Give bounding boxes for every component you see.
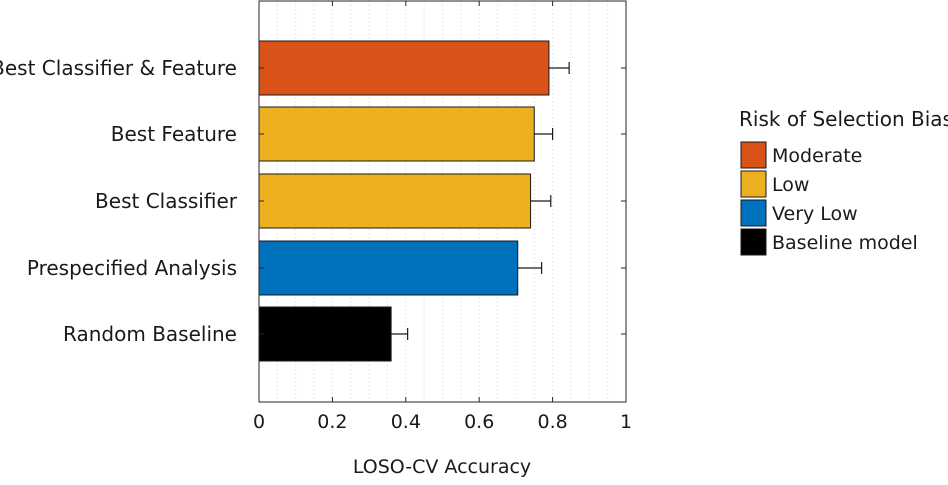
x-tick-label: 0.4 xyxy=(391,411,421,433)
category-label: Best Classifier & Feature xyxy=(0,56,237,80)
category-label: Random Baseline xyxy=(63,322,237,346)
legend-swatch xyxy=(740,170,767,198)
x-tick-label: 0.6 xyxy=(464,411,494,433)
category-label: Best Classifier xyxy=(95,189,238,213)
x-tick-label: 1 xyxy=(620,411,632,433)
legend-label: Low xyxy=(772,174,809,196)
legend-label: Moderate xyxy=(772,145,862,167)
legend-title: Risk of Selection Bias xyxy=(739,107,948,131)
x-tick-labels: 0 0.2 0.4 0.6 0.8 1 xyxy=(253,411,632,433)
error-bars-layer xyxy=(391,62,570,340)
legend: Risk of Selection Bias Moderate Low Very L… xyxy=(739,107,948,256)
x-axis-title: LOSO-CV Accuracy xyxy=(353,456,531,478)
legend-swatch xyxy=(740,141,767,169)
ticks-layer xyxy=(258,1,627,402)
x-tick-label: 0 xyxy=(253,411,265,433)
bar xyxy=(258,240,519,296)
category-label: Best Feature xyxy=(111,122,237,146)
legend-swatch xyxy=(740,228,767,256)
x-tick-label: 0.2 xyxy=(317,411,347,433)
bar xyxy=(258,40,550,96)
legend-label: Baseline model xyxy=(772,232,918,254)
legend-swatch xyxy=(740,199,767,227)
category-label: Prespecified Analysis xyxy=(27,256,237,280)
bar xyxy=(258,106,535,162)
bar xyxy=(258,306,392,362)
x-tick-label: 0.8 xyxy=(537,411,567,433)
bar xyxy=(258,173,532,229)
legend-label: Very Low xyxy=(772,203,858,225)
category-labels: Best Classifier & Feature Best Feature Bes… xyxy=(0,56,238,346)
legend-entries: Moderate Low Very Low Baseline model xyxy=(740,141,918,256)
bars-layer xyxy=(258,40,550,362)
